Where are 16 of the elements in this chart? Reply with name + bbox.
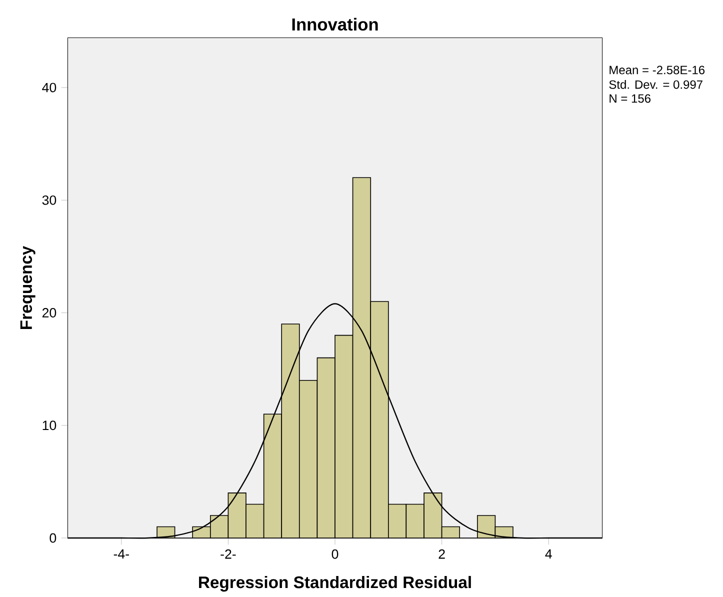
x-tick-label: 0 <box>332 549 338 559</box>
x-tick-label: -4- <box>114 549 129 559</box>
y-tick-label: 0 <box>50 533 56 543</box>
y-tick-label: 40 <box>42 82 56 92</box>
text: N = 156 <box>610 94 650 103</box>
y-tick-label: 20 <box>42 308 56 318</box>
x-tick-label: 2 <box>438 549 445 559</box>
x-tick-label: 4 <box>545 549 552 559</box>
x-tick-label: -2- <box>220 549 236 559</box>
y-axis-title: Frequency <box>20 246 36 330</box>
x-axis-title: Regression Standardized Residual <box>199 576 471 592</box>
y-tick-label: 10 <box>42 420 56 430</box>
text: Std. Dev. = 0.997 <box>609 80 702 89</box>
y-tick-label: 30 <box>42 195 56 205</box>
chart-title: Innovation <box>292 18 378 31</box>
text: Mean = -2.58E-16 <box>610 66 705 74</box>
